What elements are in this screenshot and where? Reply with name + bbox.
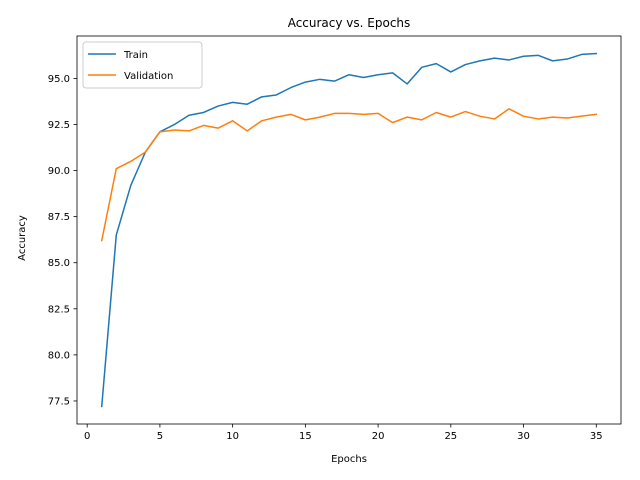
- legend-label-train: Train: [123, 50, 148, 61]
- plot-area: [76, 35, 622, 425]
- x-tick-label: 15: [299, 431, 312, 442]
- y-tick-label: 80.0: [48, 350, 70, 361]
- legend-label-validation: Validation: [124, 71, 173, 82]
- x-tick-label: 0: [84, 431, 90, 442]
- y-tick-label: 77.5: [48, 396, 70, 407]
- y-tick-label: 85.0: [48, 258, 70, 269]
- series-line-train: [100, 52, 598, 408]
- y-tick-label: 95.0: [48, 74, 70, 85]
- y-tick-label: 90.0: [48, 166, 70, 177]
- x-tick-label: 25: [444, 431, 457, 442]
- x-tick-label: 30: [517, 431, 530, 442]
- y-axis-label: Accuracy: [17, 215, 28, 261]
- x-tick-label: 20: [372, 431, 385, 442]
- y-axis: 77.5 80.0 82.5 85.0 87.5 90.0 92.5 95.0: [48, 74, 77, 407]
- series-layer: [100, 52, 598, 408]
- series-line-validation: [100, 108, 598, 242]
- y-tick-label: 87.5: [48, 212, 70, 223]
- x-axis-label: Epochs: [331, 454, 367, 465]
- y-tick-label: 92.5: [48, 120, 70, 131]
- chart-title: Accuracy vs. Epochs: [288, 16, 411, 30]
- x-tick-label: 5: [157, 431, 163, 442]
- y-tick-label: 82.5: [48, 304, 70, 315]
- legend: Train Validation: [82, 41, 203, 89]
- x-axis: 0 5 10 15 20 25 30 35: [84, 424, 603, 442]
- x-tick-label: 10: [226, 431, 239, 442]
- plot-frame: [76, 35, 622, 425]
- x-tick-label: 35: [590, 431, 603, 442]
